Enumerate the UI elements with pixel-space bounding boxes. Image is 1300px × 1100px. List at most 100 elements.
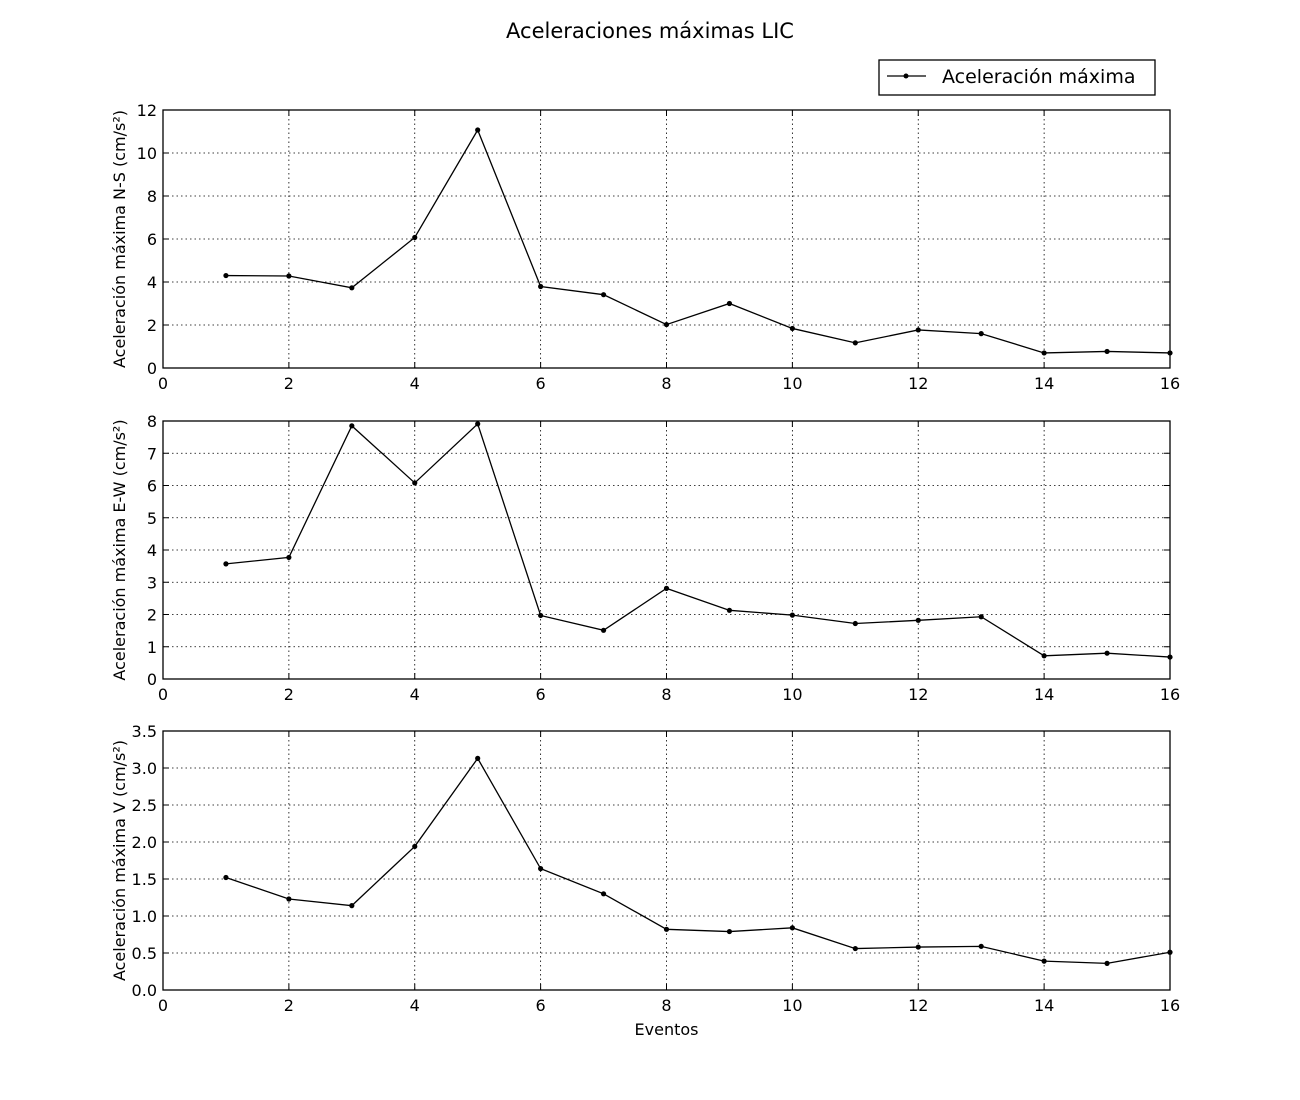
x-tick-label: 6 <box>536 685 546 704</box>
y-tick-label: 6 <box>147 477 157 496</box>
y-tick-label: 12 <box>137 101 157 120</box>
y-tick-label: 2 <box>147 606 157 625</box>
data-point <box>412 843 418 850</box>
data-point <box>1041 653 1047 659</box>
x-tick-label: 10 <box>782 996 802 1015</box>
x-tick-label: 4 <box>410 996 420 1015</box>
data-point <box>726 928 733 935</box>
data-point <box>538 283 544 290</box>
x-tick-label: 6 <box>536 374 546 393</box>
y-tick-label: 1.5 <box>132 870 157 889</box>
legend: Aceleración máxima <box>878 59 1156 96</box>
y-tick-label: 0.0 <box>132 981 157 1000</box>
data-point <box>1104 960 1110 966</box>
data-point <box>600 891 607 897</box>
x-tick-label: 0 <box>158 996 168 1015</box>
x-tick-label: 12 <box>908 685 928 704</box>
y-tick-label: 3.5 <box>132 722 157 741</box>
data-point <box>412 234 418 241</box>
x-tick-label: 14 <box>1034 996 1054 1015</box>
data-point <box>978 943 984 949</box>
x-tick-label: 6 <box>536 996 546 1015</box>
x-tick-label: 8 <box>661 685 671 704</box>
data-point <box>538 612 544 619</box>
y-tick-label: 1 <box>147 638 157 657</box>
x-tick-label: 0 <box>158 685 168 704</box>
y-axis-label: Aceleración máxima N-S (cm/s²) <box>110 110 129 368</box>
data-point <box>1167 949 1173 955</box>
data-point <box>600 292 607 298</box>
y-tick-label: 4 <box>147 273 157 292</box>
x-tick-label: 12 <box>908 374 928 393</box>
data-point <box>915 944 921 950</box>
x-tick-label: 0 <box>158 374 168 393</box>
data-point <box>349 903 355 909</box>
data-point <box>1104 348 1110 355</box>
subplot-3: 0 2 4 6 8 10 12 14 16 0.0 0.5 1.0 1.5 2.0 2.5 3.0 3.5Ace… <box>110 722 1180 1039</box>
data-point <box>789 612 795 618</box>
y-tick-label: 0.5 <box>132 944 157 963</box>
y-tick-label: 2.0 <box>132 833 157 852</box>
x-tick-label: 10 <box>782 374 802 393</box>
data-point <box>1041 350 1047 356</box>
data-point <box>1041 958 1047 964</box>
y-tick-label: 2.5 <box>132 796 157 815</box>
data-point <box>1104 650 1110 656</box>
y-tick-label: 5 <box>147 509 157 528</box>
x-tick-label: 14 <box>1034 374 1054 393</box>
data-point <box>915 327 921 333</box>
axes-frame <box>162 730 1171 991</box>
data-point <box>349 285 355 291</box>
data-point <box>412 480 418 486</box>
x-tick-label: 2 <box>284 996 294 1015</box>
x-tick-label: 8 <box>661 996 671 1015</box>
y-axis-label: Aceleración máxima E-W (cm/s²) <box>110 419 129 680</box>
y-tick-label: 7 <box>147 444 157 463</box>
subplot-1: 0 2 4 6 8 10 12 14 16 0 2 4 6 8 10 12 Aceleración máxima… <box>110 101 1180 393</box>
data-point <box>286 554 292 561</box>
data-point <box>475 127 481 133</box>
data-point <box>286 896 292 902</box>
data-point <box>538 866 544 872</box>
data-point <box>915 617 921 623</box>
data-point <box>600 627 607 633</box>
data-point <box>475 421 481 427</box>
y-tick-label: 6 <box>147 230 157 249</box>
y-tick-label: 1.0 <box>132 907 157 926</box>
y-tick-label: 8 <box>147 412 157 431</box>
x-tick-label: 2 <box>284 374 294 393</box>
data-point <box>852 620 858 627</box>
data-point <box>286 273 292 279</box>
x-tick-label: 16 <box>1160 374 1180 393</box>
chart-title: Aceleraciones máximas LIC <box>506 19 794 43</box>
y-tick-label: 10 <box>137 144 157 163</box>
series-line <box>225 128 1171 354</box>
data-point <box>223 272 229 279</box>
series-line <box>225 757 1171 965</box>
data-point <box>852 945 858 952</box>
legend-frame <box>878 59 1156 96</box>
data-point <box>1167 350 1173 356</box>
data-point <box>726 607 733 613</box>
y-tick-label: 0 <box>147 670 157 689</box>
y-tick-label: 3.0 <box>132 759 157 778</box>
x-tick-label: 14 <box>1034 685 1054 704</box>
data-point <box>789 325 795 332</box>
y-tick-label: 3 <box>147 573 157 592</box>
x-tick-label: 8 <box>661 374 671 393</box>
x-axis-label: Eventos <box>635 1020 699 1039</box>
y-tick-label: 4 <box>147 541 157 560</box>
y-axis-label: Aceleración máxima V (cm/s²) <box>110 740 129 981</box>
data-point <box>663 585 670 591</box>
data-point <box>663 926 670 932</box>
series-line <box>225 422 1171 658</box>
x-tick-label: 16 <box>1160 685 1180 704</box>
data-point <box>978 331 984 337</box>
x-tick-label: 12 <box>908 996 928 1015</box>
legend-marker-sample <box>903 73 909 79</box>
legend-label: Aceleración máxima <box>942 66 1135 88</box>
y-tick-label: 0 <box>147 359 157 378</box>
y-tick-label: 2 <box>147 316 157 335</box>
